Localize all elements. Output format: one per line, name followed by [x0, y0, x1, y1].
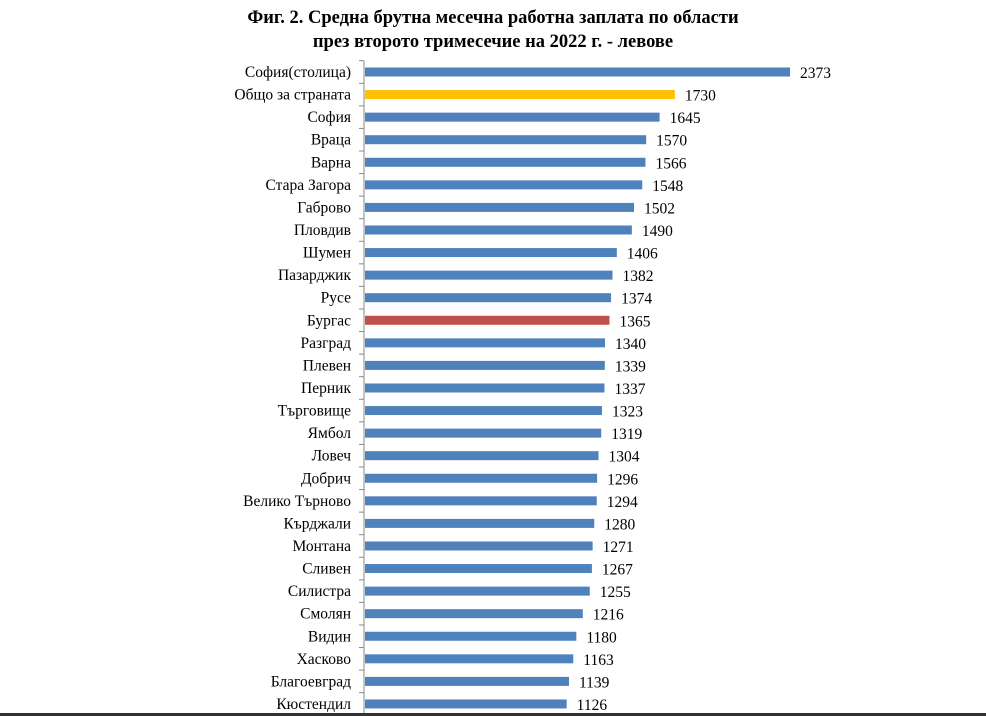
category-label: Видин [308, 628, 351, 645]
data-label: 1304 [609, 449, 640, 466]
chart-title-line-2: през второто тримесечие на 2022 г. - лев… [312, 32, 674, 52]
bar [365, 112, 660, 122]
bar [365, 338, 605, 348]
data-label: 1548 [652, 178, 683, 195]
data-label: 1180 [586, 629, 617, 646]
category-label: София [307, 109, 351, 126]
data-label: 1296 [607, 471, 638, 488]
bar [365, 225, 632, 235]
data-label: 1319 [611, 426, 642, 443]
data-label: 1365 [619, 313, 650, 330]
bar [365, 428, 602, 438]
data-label: 1255 [600, 584, 631, 601]
bar [365, 473, 598, 483]
category-label: Благоевград [271, 673, 351, 690]
bar [365, 518, 595, 528]
category-label: Разград [301, 335, 352, 352]
category-label: Бургас [307, 312, 351, 329]
category-label: Стара Загора [266, 177, 352, 194]
bar [365, 676, 569, 686]
bar [365, 67, 790, 77]
category-label: Добрич [301, 470, 351, 487]
bar [365, 135, 647, 145]
bar [365, 406, 602, 416]
category-label: София(столица) [245, 64, 351, 81]
bar [365, 541, 593, 551]
category-label: Враца [311, 132, 351, 149]
category-label: Сливен [302, 561, 351, 578]
bar [365, 631, 577, 641]
bar [365, 315, 610, 325]
category-label: Кърджали [283, 515, 351, 532]
category-label: Пазарджик [278, 267, 352, 284]
bar [365, 180, 643, 190]
category-label: Плевен [303, 357, 351, 374]
data-label: 1645 [670, 110, 701, 127]
data-label: 1267 [602, 562, 633, 579]
category-label: Хасково [297, 651, 352, 668]
data-label: 1323 [612, 404, 643, 421]
bar [365, 564, 592, 574]
data-label: 1280 [604, 516, 635, 533]
category-label: Габрово [297, 199, 351, 216]
category-label: Русе [321, 290, 351, 307]
category-label: Търговище [278, 403, 352, 420]
bar [365, 202, 635, 212]
bar [365, 90, 675, 100]
data-label: 1490 [642, 223, 673, 240]
bar [365, 360, 605, 370]
category-label: Монтана [293, 538, 352, 555]
bar [365, 654, 574, 664]
category-label: Смолян [300, 606, 351, 623]
data-label: 1163 [583, 652, 614, 669]
data-label: 1139 [579, 674, 610, 691]
category-label: Велико Търново [243, 493, 351, 510]
data-label: 1216 [593, 607, 624, 624]
bar [365, 496, 597, 506]
data-label: 1382 [623, 268, 654, 285]
category-label: Шумен [303, 245, 351, 262]
chart-title: Фиг. 2. Средна брутна месечна работна за… [0, 6, 986, 54]
data-label: 1339 [615, 358, 646, 375]
category-label: Ловеч [312, 448, 352, 465]
bar [365, 248, 617, 258]
bar [365, 383, 605, 393]
category-label: Кюстендил [276, 696, 351, 713]
chart-title-line-1: Фиг. 2. Средна брутна месечна работна за… [247, 8, 739, 28]
data-label: 1406 [627, 246, 658, 263]
bar [365, 157, 646, 167]
bar [365, 451, 599, 461]
bar [365, 293, 612, 303]
data-label: 1337 [614, 381, 645, 398]
bar [365, 270, 613, 280]
data-label: 1502 [644, 200, 675, 217]
category-label: Общо за страната [234, 87, 351, 104]
bottom-border [0, 713, 986, 716]
data-label: 1570 [656, 133, 687, 150]
data-label: 1271 [603, 539, 634, 556]
data-label: 1294 [607, 494, 638, 511]
category-label: Перник [301, 380, 351, 397]
category-label: Варна [311, 154, 351, 171]
category-label: Пловдив [294, 222, 351, 239]
data-label: 1126 [577, 697, 608, 714]
data-label: 1730 [685, 88, 716, 105]
bar [365, 609, 583, 619]
bar [365, 699, 567, 709]
category-label: Силистра [288, 583, 351, 600]
data-label: 2373 [800, 65, 831, 82]
data-label: 1566 [655, 155, 686, 172]
bar [365, 586, 590, 596]
category-label: Ямбол [308, 425, 352, 442]
data-label: 1374 [621, 291, 652, 308]
data-label: 1340 [615, 336, 646, 353]
